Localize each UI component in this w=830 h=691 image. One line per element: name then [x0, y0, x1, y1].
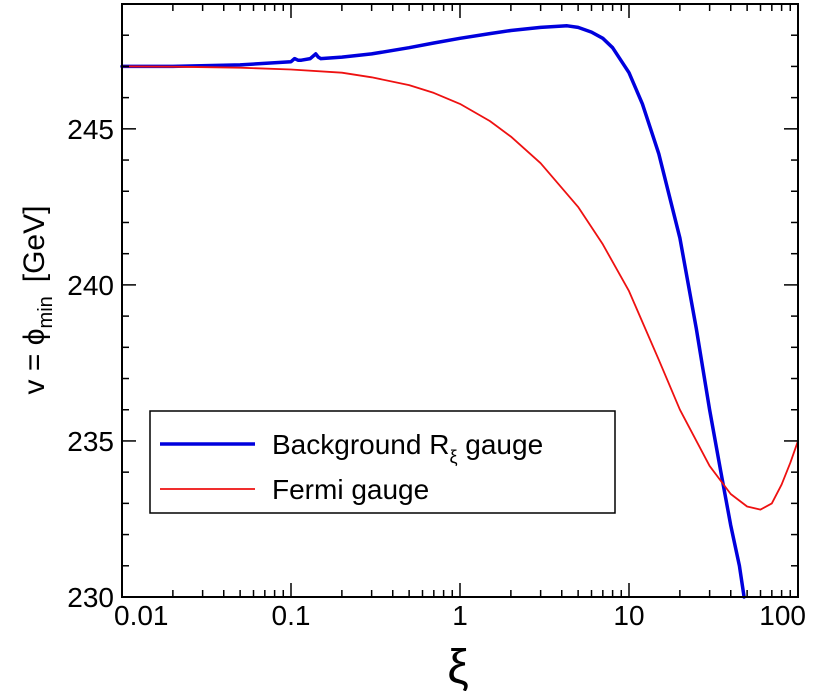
x-axis-label: ξ — [447, 641, 469, 691]
y-axis-label-main: v = ϕ — [18, 328, 51, 394]
y-tick-label: 235 — [67, 426, 114, 457]
series-layer — [120, 24, 799, 599]
legend-label-background-rxi: Background Rξ gauge — [272, 429, 543, 467]
legend-label-background-rxi-name: Background R — [272, 429, 449, 460]
x-tick-label: 0.1 — [272, 600, 311, 631]
ticks-layer — [121, 4, 799, 598]
x-tick-label: 0.01 — [114, 600, 169, 631]
legend: Background Rξ gauge Fermi gauge — [149, 410, 616, 514]
x-tick-label: 10 — [613, 600, 644, 631]
y-tick-label: 240 — [67, 270, 114, 301]
y-axis-label-unit: [GeV] — [18, 206, 51, 283]
x-tick-label: 1 — [452, 600, 468, 631]
legend-label-background-rxi-subscript: ξ — [449, 447, 457, 467]
y-axis-label-subscript: min — [35, 296, 57, 328]
legend-label-background-rxi-suffix: gauge — [458, 429, 544, 460]
legend-label-fermi: Fermi gauge — [272, 474, 429, 505]
y-axis-label: v = ϕmin [GeV] — [18, 206, 57, 395]
tick-labels-layer: 0.01 0.1 1 10 100 230 235 240 245 — [67, 114, 806, 631]
series-line-1 — [121, 65, 799, 511]
series-line-0 — [120, 24, 746, 599]
y-tick-label: 245 — [67, 114, 114, 145]
y-tick-label: 230 — [67, 582, 114, 613]
legend-box — [149, 410, 616, 514]
x-tick-label: 100 — [759, 600, 806, 631]
